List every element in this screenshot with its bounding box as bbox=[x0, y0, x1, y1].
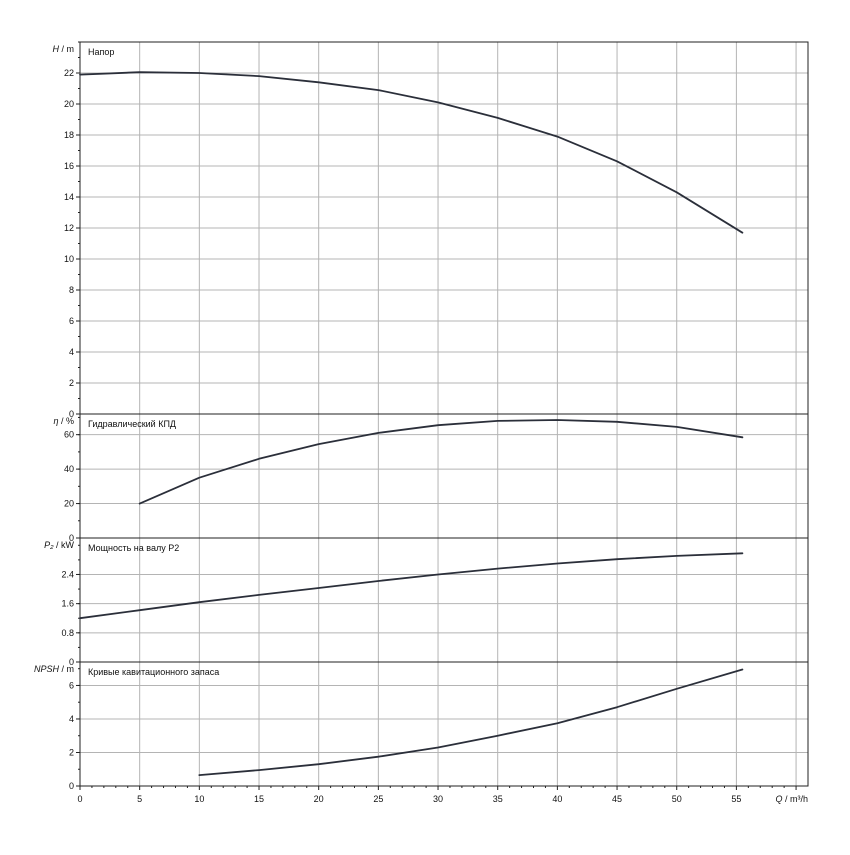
y-tick-label: 6 bbox=[69, 680, 74, 690]
series-line bbox=[80, 72, 742, 233]
y-axis-unit: / m bbox=[59, 44, 74, 54]
x-tick-label: 50 bbox=[672, 794, 682, 804]
y-tick-label: 12 bbox=[64, 223, 74, 233]
y-axis-unit: / % bbox=[58, 416, 74, 426]
y-tick-label: 14 bbox=[64, 192, 74, 202]
x-tick-label: 45 bbox=[612, 794, 622, 804]
y-tick-label: 10 bbox=[64, 254, 74, 264]
x-tick-label: 10 bbox=[194, 794, 204, 804]
x-tick-label: 30 bbox=[433, 794, 443, 804]
x-tick-label: 5 bbox=[137, 794, 142, 804]
y-tick-label: 40 bbox=[64, 464, 74, 474]
x-tick-label: 40 bbox=[552, 794, 562, 804]
panel-frame bbox=[80, 414, 808, 538]
x-axis-var: Q bbox=[775, 794, 782, 804]
x-axis-label: Q / m³/h bbox=[775, 794, 808, 804]
y-axis-label: H / m bbox=[53, 44, 75, 54]
y-tick-label: 1.6 bbox=[61, 599, 74, 609]
y-tick-label: 4 bbox=[69, 714, 74, 724]
y-tick-label: 0 bbox=[69, 781, 74, 791]
x-tick-label: 15 bbox=[254, 794, 264, 804]
y-tick-label: 20 bbox=[64, 99, 74, 109]
y-tick-label: 0.8 bbox=[61, 628, 74, 638]
x-tick-label: 20 bbox=[314, 794, 324, 804]
y-tick-label: 2 bbox=[69, 747, 74, 757]
y-tick-label: 16 bbox=[64, 161, 74, 171]
y-axis-var: NPSH bbox=[34, 664, 60, 674]
panel-title: Мощность на валу P2 bbox=[88, 543, 179, 553]
y-tick-label: 60 bbox=[64, 430, 74, 440]
y-axis-label: η / % bbox=[53, 416, 74, 426]
panel-frame bbox=[80, 662, 808, 786]
x-tick-label: 55 bbox=[731, 794, 741, 804]
y-tick-label: 22 bbox=[64, 68, 74, 78]
panel-frame bbox=[80, 538, 808, 662]
panel-title: Гидравлический КПД bbox=[88, 419, 176, 429]
y-axis-label: P₂ / kW bbox=[44, 540, 74, 550]
panel-title: Напор bbox=[88, 47, 114, 57]
y-tick-label: 2.4 bbox=[61, 569, 74, 579]
x-tick-label: 35 bbox=[493, 794, 503, 804]
y-tick-label: 20 bbox=[64, 499, 74, 509]
series-line bbox=[80, 553, 742, 618]
x-axis-unit: / m³/h bbox=[782, 794, 808, 804]
x-tick-label: 25 bbox=[373, 794, 383, 804]
y-tick-label: 6 bbox=[69, 316, 74, 326]
y-tick-label: 18 bbox=[64, 130, 74, 140]
series-line bbox=[140, 420, 743, 504]
y-axis-unit: / kW bbox=[54, 540, 75, 550]
y-axis-label: NPSH / m bbox=[34, 664, 74, 674]
panel-4: 0 2 4 6 NPSH / m Кривые кавитационного запаса bbox=[34, 662, 808, 791]
y-tick-label: 4 bbox=[69, 347, 74, 357]
y-tick-label: 8 bbox=[69, 285, 74, 295]
y-tick-label: 2 bbox=[69, 378, 74, 388]
panel-title: Кривые кавитационного запаса bbox=[88, 667, 219, 677]
x-tick-label: 0 bbox=[77, 794, 82, 804]
y-axis-unit: / m bbox=[59, 664, 74, 674]
